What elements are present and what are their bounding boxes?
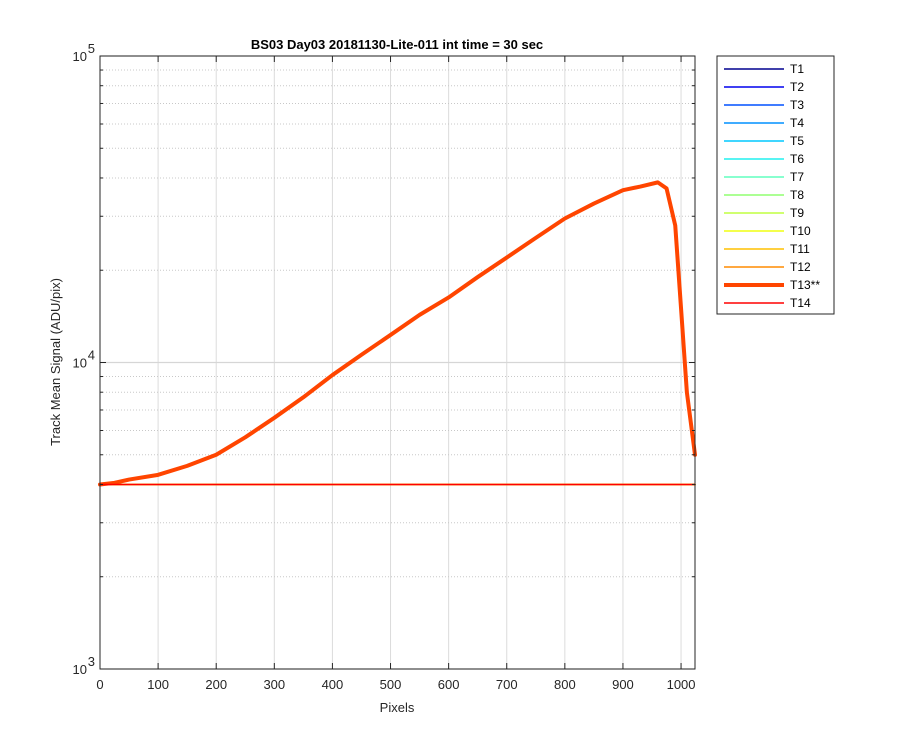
y-tick-label: 10	[73, 662, 87, 677]
y-tick-exponent: 5	[88, 41, 95, 56]
legend-label: T2	[790, 80, 804, 94]
legend-label: T7	[790, 170, 804, 184]
legend-label: T1	[790, 62, 804, 76]
x-tick-label: 0	[96, 677, 103, 692]
legend-label: T13**	[790, 278, 820, 292]
x-tick-label: 700	[496, 677, 518, 692]
legend-label: T14	[790, 296, 811, 310]
x-tick-label: 900	[612, 677, 634, 692]
y-tick-exponent: 3	[88, 654, 95, 669]
x-tick-label: 100	[147, 677, 169, 692]
y-tick-label: 10	[73, 356, 87, 371]
legend-label: T3	[790, 98, 804, 112]
y-tick-exponent: 4	[88, 348, 95, 363]
legend-label: T6	[790, 152, 804, 166]
series-group	[98, 180, 697, 487]
y-tick-label: 10	[73, 49, 87, 64]
series-line-t13	[98, 180, 697, 487]
legend-label: T12	[790, 260, 811, 274]
legend-label: T8	[790, 188, 804, 202]
legend-box	[716, 55, 835, 315]
legend-label: T4	[790, 116, 804, 130]
x-tick-label: 500	[380, 677, 402, 692]
x-tick-label: 400	[322, 677, 344, 692]
x-tick-label: 1000	[667, 677, 696, 692]
y-axis-label: Track Mean Signal (ADU/pix)	[48, 278, 63, 446]
grid	[100, 55, 695, 670]
legend-label: T9	[790, 206, 804, 220]
chart-title: BS03 Day03 20181130-Lite-011 int time = …	[251, 37, 543, 52]
legend-label: T10	[790, 224, 811, 238]
x-axis-label: Pixels	[380, 700, 415, 715]
x-tick-label: 600	[438, 677, 460, 692]
legend-label: T11	[790, 242, 810, 256]
legend-label: T5	[790, 134, 804, 148]
x-tick-label: 800	[554, 677, 576, 692]
ticks: 0 100 200 300 400 500 600 700 800 900 100010310410…	[73, 41, 696, 692]
x-tick-label: 200	[205, 677, 227, 692]
x-tick-label: 300	[263, 677, 285, 692]
legend: T1 T2 T3 T4 T5 T6 T7 T8 T9 T10 T11 T12 T13** T14	[716, 55, 835, 315]
